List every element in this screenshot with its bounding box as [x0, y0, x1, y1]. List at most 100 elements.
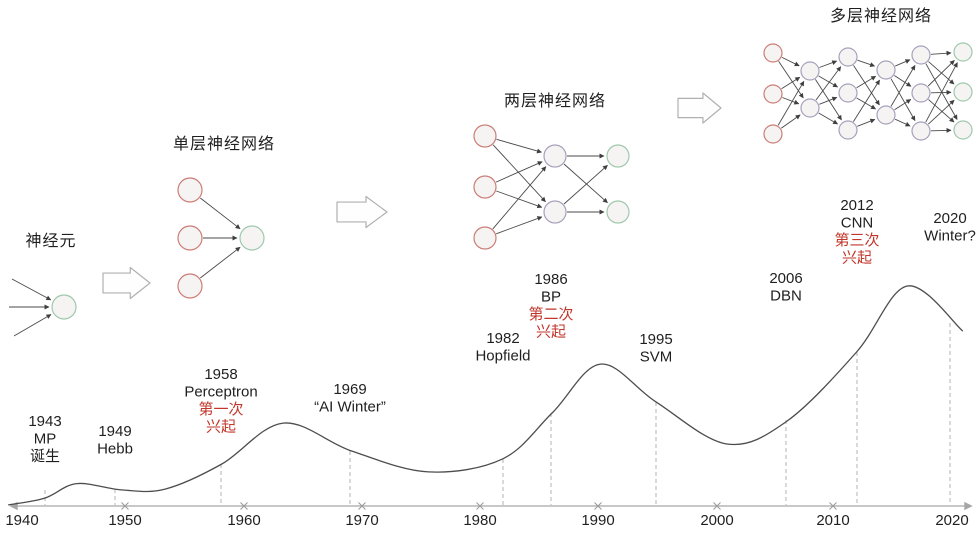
connection-arrow [853, 79, 880, 122]
event-label-line: CNN [841, 215, 874, 232]
connection-arrow [492, 166, 547, 230]
connection-arrow [563, 163, 608, 204]
multi-layer-network-hidden-node [800, 61, 820, 81]
event-label-line: 1949 [98, 423, 131, 440]
multi-layer-network-hidden-node [911, 121, 931, 141]
connection-arrow [778, 61, 804, 99]
right-block-arrow [336, 195, 388, 229]
multi-layer-network-hidden-node [838, 120, 858, 140]
connection-arrow [815, 66, 842, 101]
event-label-line: 2006 [769, 270, 802, 287]
single-layer-network-input-node [177, 225, 203, 251]
multi-layer-network-hidden-node [838, 47, 858, 67]
event-label-line: MP [34, 431, 57, 448]
connection-arrow [894, 118, 911, 127]
multi-layer-network-output-node [953, 120, 973, 140]
connection-arrow [200, 246, 241, 279]
multi-layer-network-input-node [763, 124, 783, 144]
axis-tick-cross [240, 502, 248, 510]
connection-arrow [819, 96, 838, 105]
two-layer-network-input-node [473, 124, 497, 148]
connection-arrow [496, 138, 542, 154]
event-label-line: 1982 [486, 330, 519, 347]
connection-arrow [780, 114, 801, 129]
axis-year-label: 2020 [935, 512, 968, 529]
connection-arrow [890, 64, 916, 107]
two-layer-network-hidden-node [543, 200, 567, 224]
multi-layer-network-input-node [763, 43, 783, 63]
multi-layer-network-output-node [953, 82, 973, 102]
connection-arrow [895, 59, 911, 67]
connection-arrow [856, 75, 877, 89]
connection-arrow [819, 60, 838, 68]
event-label-line: 1943 [28, 413, 61, 430]
axis-year-label: 1990 [581, 512, 614, 529]
axis-year-label: 1950 [108, 512, 141, 529]
event-label-line: 诞生 [30, 448, 60, 465]
axis-tick-cross [829, 502, 837, 510]
neuron-output-node [51, 294, 77, 320]
two-layer-network-hidden-node [543, 144, 567, 168]
axis-year-label: 1960 [227, 512, 260, 529]
single-layer-network-input-node [177, 177, 203, 203]
event-label-line: 兴起 [842, 250, 872, 267]
connection-arrow [781, 76, 801, 90]
neuron-label: 神经元 [25, 233, 77, 250]
event-label-line: 1969 [333, 381, 366, 398]
single-layer-network-output-node [239, 225, 265, 251]
two-layer-network-input-node [473, 226, 497, 250]
multi-layer-network-output-node [953, 42, 973, 62]
event-label-line: 1986 [534, 271, 567, 288]
multi-layer-network-hidden-node [876, 105, 896, 125]
event-label-line: Winter? [924, 228, 976, 245]
event-label-line: Perceptron [184, 384, 257, 401]
event-label-line: 第二次 [528, 305, 573, 323]
axis-year-label: 1970 [345, 512, 378, 529]
connection-arrow [930, 50, 952, 56]
connection-arrow [928, 99, 955, 123]
connection-arrow [857, 59, 876, 67]
connection-arrow [495, 161, 543, 183]
event-label-line: 1995 [639, 331, 672, 348]
connection-arrow [496, 216, 543, 235]
connection-arrow [13, 314, 52, 337]
axis-tick-cross [476, 502, 484, 510]
single-layer-network-label: 单层神经网络 [172, 136, 276, 153]
event-label-line: “AI Winter” [314, 399, 386, 416]
event-label-line: 1958 [204, 366, 237, 383]
event-label-line: 第一次 [198, 400, 243, 418]
event-label-line: Hopfield [475, 348, 530, 365]
axis-tick-cross [713, 502, 721, 510]
connection-arrow [894, 75, 912, 87]
connection-arrow [853, 65, 880, 106]
multi-layer-network-hidden-node [800, 98, 820, 118]
event-label-line: Hebb [97, 441, 133, 458]
connection-arrow [890, 78, 916, 122]
connection-arrow [927, 60, 955, 87]
connection-arrow [492, 144, 546, 203]
connection-arrow [894, 99, 912, 111]
connection-arrow [857, 118, 876, 127]
event-label-line: 2020 [933, 210, 966, 227]
connection-arrow [818, 112, 839, 125]
connection-arrow [781, 56, 800, 67]
hype-curve [8, 285, 964, 506]
event-label-line: DBN [770, 288, 802, 305]
connection-arrow [818, 75, 839, 88]
event-label-line: BP [541, 289, 561, 306]
two-layer-network-output-node [606, 144, 630, 168]
two-layer-network-input-node [473, 175, 497, 199]
event-label-line: 兴起 [206, 419, 236, 436]
two-layer-network-label: 两层神经网络 [503, 93, 607, 110]
two-layer-network-output-node [606, 200, 630, 224]
connection-arrow [930, 127, 952, 133]
connection-arrow [856, 97, 877, 110]
connection-arrow [815, 79, 842, 121]
axis-year-label: 1980 [463, 512, 496, 529]
event-label-line: 2012 [840, 197, 873, 214]
multi-layer-network-input-node [763, 84, 783, 104]
event-label-line: 兴起 [536, 324, 566, 341]
connection-arrow [563, 164, 608, 205]
